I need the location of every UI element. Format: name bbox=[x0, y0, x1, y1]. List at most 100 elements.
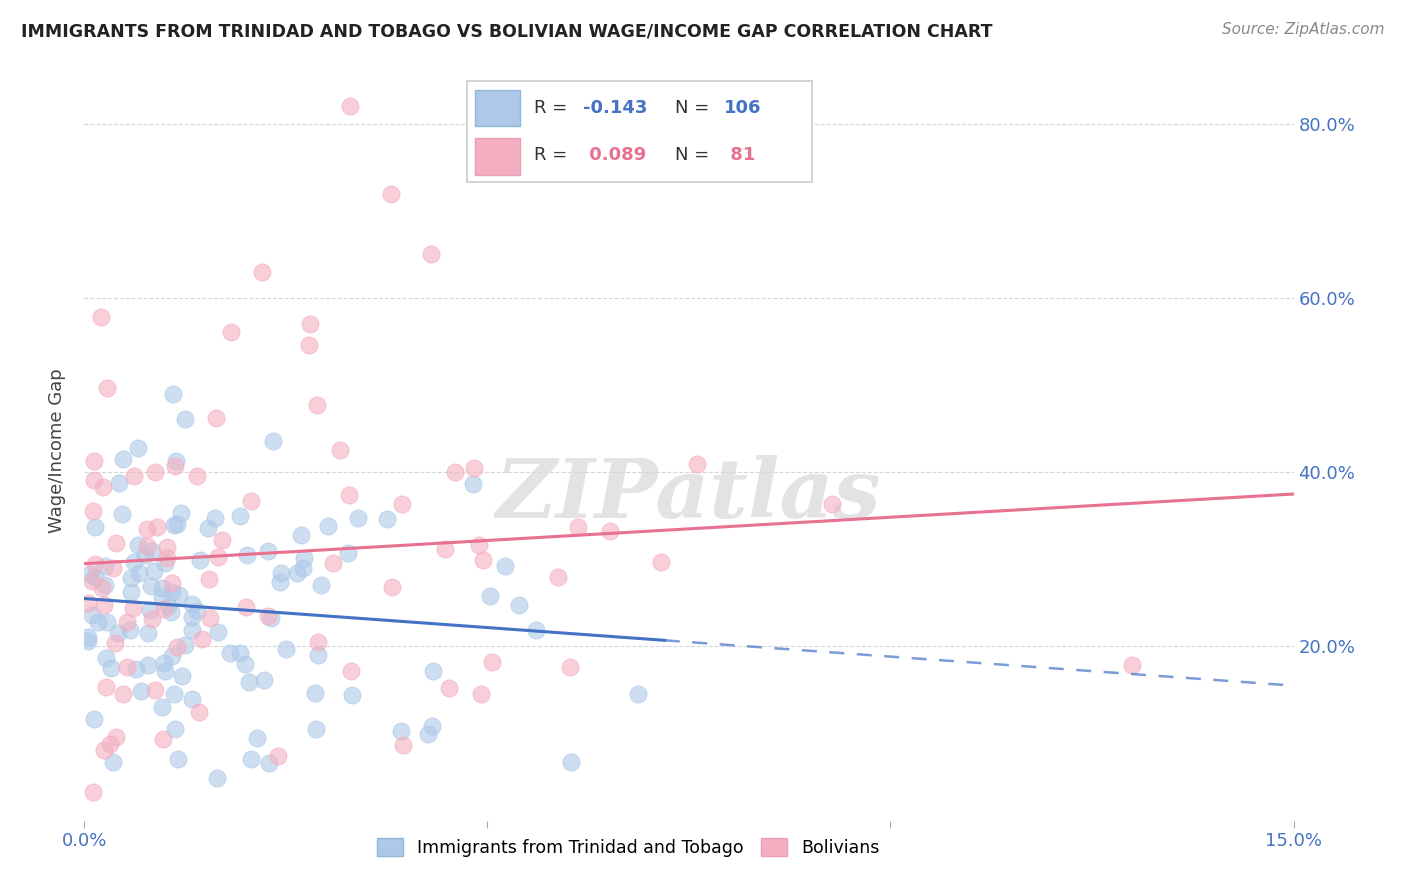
Point bbox=[599, 524, 621, 539]
Point bbox=[83, 473, 105, 487]
Point bbox=[463, 461, 485, 475]
Point bbox=[136, 540, 159, 554]
Point bbox=[340, 665, 363, 679]
Point bbox=[94, 578, 117, 592]
Point bbox=[508, 598, 530, 612]
Point bbox=[163, 722, 186, 736]
FancyBboxPatch shape bbox=[467, 81, 813, 182]
Point bbox=[136, 626, 159, 640]
Point bbox=[96, 381, 118, 395]
Point bbox=[260, 611, 283, 625]
Text: 81: 81 bbox=[724, 146, 755, 164]
Point bbox=[186, 469, 208, 483]
Point bbox=[160, 585, 183, 599]
Point bbox=[229, 646, 252, 660]
Text: 0.089: 0.089 bbox=[583, 146, 647, 164]
Point bbox=[200, 611, 222, 625]
Point bbox=[122, 555, 145, 569]
Point bbox=[93, 743, 115, 757]
Point bbox=[307, 635, 329, 649]
Point bbox=[122, 469, 145, 483]
Point bbox=[262, 434, 284, 449]
Point bbox=[174, 412, 197, 426]
Point bbox=[112, 452, 135, 467]
Point bbox=[207, 549, 229, 564]
Point bbox=[139, 602, 162, 616]
Point bbox=[375, 512, 398, 526]
Point bbox=[96, 615, 118, 629]
Point bbox=[229, 508, 252, 523]
Point bbox=[467, 538, 489, 552]
Point bbox=[125, 663, 148, 677]
Point bbox=[481, 655, 503, 669]
Point bbox=[160, 648, 183, 663]
Point bbox=[256, 608, 278, 623]
Point bbox=[204, 510, 226, 524]
Point bbox=[422, 664, 444, 678]
Point bbox=[143, 682, 166, 697]
Point bbox=[337, 488, 360, 502]
Point bbox=[316, 519, 339, 533]
Point bbox=[167, 587, 190, 601]
Point bbox=[181, 623, 204, 637]
Point bbox=[479, 589, 502, 603]
Point bbox=[100, 661, 122, 675]
Point bbox=[143, 465, 166, 479]
Text: 106: 106 bbox=[724, 99, 762, 117]
Point bbox=[94, 650, 117, 665]
Point bbox=[83, 569, 105, 583]
Point bbox=[686, 457, 709, 471]
Point bbox=[82, 608, 104, 623]
Point bbox=[163, 518, 186, 533]
Point bbox=[188, 705, 211, 719]
Point bbox=[162, 687, 184, 701]
Point bbox=[250, 265, 273, 279]
Point bbox=[558, 660, 581, 674]
Point bbox=[107, 626, 129, 640]
Point bbox=[420, 247, 443, 261]
Point bbox=[197, 521, 219, 535]
Point bbox=[90, 581, 112, 595]
Point bbox=[98, 737, 121, 751]
Point bbox=[128, 566, 150, 580]
Point bbox=[307, 648, 329, 662]
Legend: Immigrants from Trinidad and Tobago, Bolivians: Immigrants from Trinidad and Tobago, Bol… bbox=[370, 831, 887, 863]
Point bbox=[180, 692, 202, 706]
Point bbox=[166, 640, 188, 654]
Point bbox=[235, 599, 257, 614]
Point bbox=[115, 659, 138, 673]
Point bbox=[162, 387, 184, 401]
Point bbox=[104, 636, 127, 650]
Point bbox=[240, 494, 263, 508]
Point bbox=[422, 719, 444, 733]
Point bbox=[77, 596, 100, 610]
Point bbox=[292, 551, 315, 566]
Point bbox=[170, 507, 193, 521]
Point bbox=[101, 561, 124, 575]
Point bbox=[120, 571, 142, 585]
Point bbox=[494, 559, 516, 574]
Text: -0.143: -0.143 bbox=[583, 99, 648, 117]
Point bbox=[253, 673, 276, 687]
Point bbox=[246, 731, 269, 745]
Point bbox=[219, 325, 242, 339]
Point bbox=[233, 657, 256, 671]
Point bbox=[83, 453, 105, 467]
Point bbox=[150, 700, 173, 714]
Point bbox=[160, 575, 183, 590]
Point bbox=[79, 567, 101, 582]
Point bbox=[174, 638, 197, 652]
Text: R =: R = bbox=[534, 99, 574, 117]
Point bbox=[238, 675, 260, 690]
Point bbox=[298, 338, 321, 352]
Point bbox=[159, 605, 181, 619]
Point bbox=[547, 570, 569, 584]
Point bbox=[111, 507, 134, 521]
Point bbox=[461, 477, 484, 491]
Point bbox=[172, 668, 194, 682]
Point bbox=[207, 771, 229, 785]
FancyBboxPatch shape bbox=[475, 89, 520, 127]
Point bbox=[115, 615, 138, 629]
Point bbox=[155, 550, 177, 565]
Point bbox=[153, 556, 176, 570]
